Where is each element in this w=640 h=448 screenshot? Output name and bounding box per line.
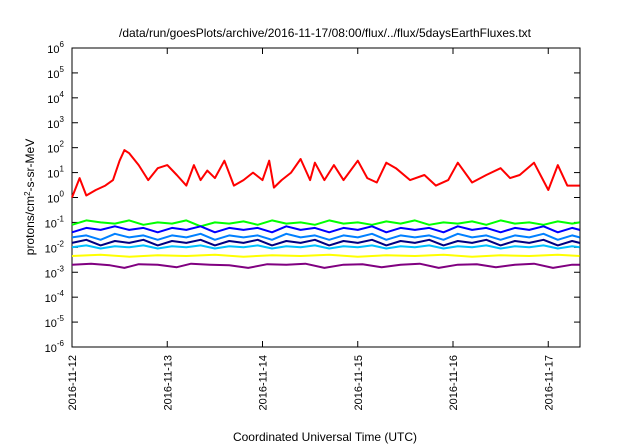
y-tick-label: 101 — [47, 165, 64, 181]
series-line-0 — [71, 149, 580, 198]
y-tick-label: 10-5 — [45, 314, 65, 330]
y-axis-label-sup: 2 — [23, 191, 32, 196]
y-axis-label-post: -s-sr-MeV — [23, 139, 37, 192]
series-line-1 — [71, 219, 580, 228]
x-tick-label: 2016-11-17 — [543, 355, 555, 410]
x-tick-label: 2016-11-12 — [67, 355, 79, 410]
y-tick-label: 102 — [47, 140, 64, 156]
y-axis-label: protons/cm2-s-sr-MeV — [23, 139, 38, 255]
x-tick-label: 2016-11-15 — [353, 355, 365, 410]
y-axis-label-pre: protons/cm — [23, 196, 37, 255]
series-group — [71, 149, 580, 269]
y-tick-label: 10-2 — [45, 239, 65, 255]
series-line-3 — [71, 232, 580, 241]
y-tick-label: 10-4 — [45, 289, 65, 305]
y-tick-label: 104 — [47, 90, 64, 106]
x-tick-label: 2016-11-16 — [448, 355, 460, 410]
x-axis-ticks: 2016-11-12 2016-11-13 2016-11-14 2016-11-15… — [67, 48, 555, 410]
y-tick-label: 10-1 — [45, 214, 65, 230]
series-line-5 — [71, 244, 580, 250]
y-tick-label: 100 — [47, 190, 64, 206]
series-line-4 — [71, 238, 580, 247]
y-tick-label: 10-6 — [45, 339, 65, 355]
y-axis-ticks: 10-6 10-5 10-4 10-3 10-2 10-1 100 101 102 103 104 1… — [45, 40, 580, 355]
x-tick-label: 2016-11-14 — [258, 355, 270, 410]
chart-title: /data/run/goesPlots/archive/2016-11-17/0… — [119, 26, 532, 40]
y-tick-label: 105 — [47, 65, 64, 81]
y-tick-label: 106 — [47, 40, 64, 56]
x-tick-label: 2016-11-13 — [162, 355, 174, 410]
y-tick-label: 103 — [47, 115, 64, 131]
x-axis-label: Coordinated Universal Time (UTC) — [233, 430, 417, 444]
series-line-7 — [71, 262, 580, 269]
series-line-2 — [71, 225, 580, 234]
series-line-6 — [71, 253, 580, 258]
y-tick-label: 10-3 — [45, 264, 65, 280]
plot-frame — [71, 47, 581, 348]
